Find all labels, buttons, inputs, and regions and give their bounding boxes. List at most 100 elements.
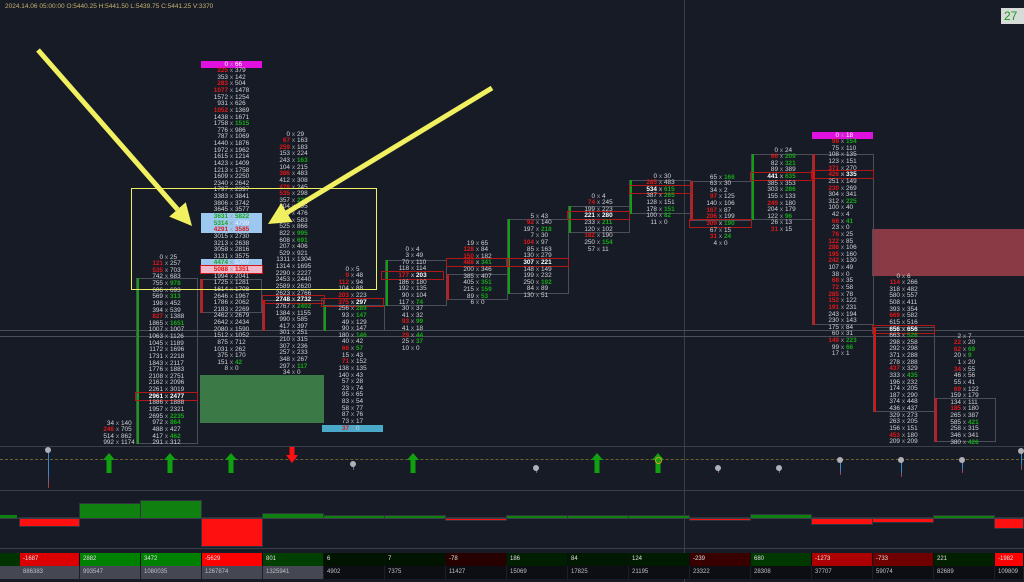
footprint-row: 15 x 43	[322, 352, 383, 359]
separator: x	[658, 192, 663, 200]
separator: x	[962, 405, 967, 413]
ask-volume: 65	[481, 239, 489, 247]
footprint-row: 57 x 28	[322, 378, 383, 385]
separator: x	[229, 212, 234, 220]
separator: x	[291, 316, 296, 324]
footprint-row: 1615 x 1214	[201, 153, 262, 160]
bid-volume: 1077	[213, 87, 228, 95]
separator: x	[164, 299, 169, 307]
ask-volume: 78	[846, 290, 854, 298]
ask-volume: 262	[235, 345, 246, 353]
separator: x	[291, 269, 296, 277]
ask-volume: 49	[846, 264, 854, 272]
candle-direction-bar	[386, 260, 388, 306]
signal-pin-dot-icon	[959, 457, 965, 463]
ask-volume: 57	[356, 345, 364, 353]
footprint-row: 1843 x 2117	[136, 360, 197, 367]
separator: x	[291, 296, 296, 304]
ask-volume: 266	[907, 279, 918, 287]
bid-volume: 118	[398, 265, 409, 273]
footprint-row: 230 x 269	[812, 185, 873, 192]
bid-volume: 130	[523, 252, 534, 260]
footprint-row: 1045 x 1189	[136, 340, 197, 347]
footprint-row: 3645 x 3577	[201, 206, 262, 213]
footprint-row: 63 x 30	[690, 180, 751, 187]
ask-volume: 288	[907, 352, 918, 360]
footprint-row: 608 x 691	[263, 237, 324, 244]
footprint-row: 1797 x 2397	[201, 186, 262, 193]
buy-signal-arrow-icon	[407, 453, 419, 473]
separator: x	[962, 365, 967, 373]
ask-volume: 180	[907, 431, 918, 439]
footprint-row: 992 x 1174	[87, 439, 148, 446]
ask-volume: 1214	[235, 153, 250, 161]
footprint-row: 1314 x 1695	[263, 263, 324, 270]
delta-bar	[79, 502, 141, 520]
separator: x	[901, 424, 906, 432]
separator: x	[901, 391, 906, 399]
separator: x	[350, 371, 355, 379]
footprint-row: 34 x 0	[263, 369, 324, 376]
bid-volume: 0	[345, 265, 349, 273]
footprint-row: 291 x 312	[136, 439, 197, 446]
delta-bar	[689, 517, 751, 521]
ask-volume: 866	[297, 223, 308, 231]
footprint-row: 3131 x 3575	[201, 253, 262, 260]
bid-volume: 34	[709, 186, 717, 194]
bid-volume: 3806	[213, 199, 228, 207]
footprint-row: 42 x 4	[812, 211, 873, 218]
bid-volume: 203	[338, 292, 349, 300]
footprint-row: 755 x 978	[136, 280, 197, 287]
footprint-row: 4291 x 3585	[201, 226, 262, 234]
bid-volume: 2767	[275, 302, 290, 310]
separator: x	[840, 131, 845, 139]
footprint-row: 990 x 585	[263, 316, 324, 323]
footprint-row: 615 x 516	[873, 319, 934, 326]
separator: x	[350, 378, 355, 386]
footprint-row: 1172 x 1696	[136, 346, 197, 353]
bid-volume: 375	[338, 298, 349, 306]
bid-volume: 263	[889, 418, 900, 426]
ask-volume: 140	[121, 419, 132, 427]
ask-volume: 199	[724, 213, 735, 221]
ask-volume: 9	[968, 352, 972, 360]
separator: x	[658, 179, 663, 187]
bid-volume: 931	[217, 100, 228, 108]
ask-volume: 5707	[235, 259, 250, 267]
footprint-row: 663 x 526	[873, 332, 934, 339]
separator: x	[840, 138, 845, 146]
separator: x	[901, 305, 906, 313]
ask-volume: 53	[481, 292, 489, 300]
cumulative-volume-cell: 109809	[995, 566, 1024, 579]
delta-cell: 801	[263, 553, 324, 566]
bid-volume: 301	[279, 329, 290, 337]
bid-volume: 3015	[213, 232, 228, 240]
delta-cell: 84	[568, 553, 629, 566]
candle-direction-bar	[324, 305, 326, 331]
footprint-row: 525 x 866	[263, 223, 324, 230]
supply-zone	[872, 229, 1024, 276]
separator: x	[901, 352, 906, 360]
ask-volume: 154	[846, 138, 857, 146]
separator: x	[229, 193, 234, 201]
separator: x	[410, 305, 415, 313]
cumulative-volume-cell: 23322	[690, 566, 751, 579]
footprint-row: 508 x 411	[873, 299, 934, 306]
separator: x	[229, 67, 234, 75]
bid-volume: 353	[217, 73, 228, 81]
ask-volume: 163	[541, 245, 552, 253]
ask-volume: 921	[297, 249, 308, 257]
ask-volume: 146	[356, 331, 367, 339]
signal-pin-dot-icon	[898, 457, 904, 463]
bid-volume: 663	[889, 332, 900, 340]
separator: x	[350, 298, 355, 306]
separator: x	[962, 345, 967, 353]
ask-volume: 31	[846, 330, 854, 338]
separator: x	[164, 339, 169, 347]
separator: x	[901, 438, 906, 446]
bid-volume: 151	[217, 358, 228, 366]
separator: x	[962, 352, 967, 360]
separator: x	[291, 369, 296, 377]
separator: x	[535, 225, 540, 233]
separator: x	[350, 384, 355, 392]
